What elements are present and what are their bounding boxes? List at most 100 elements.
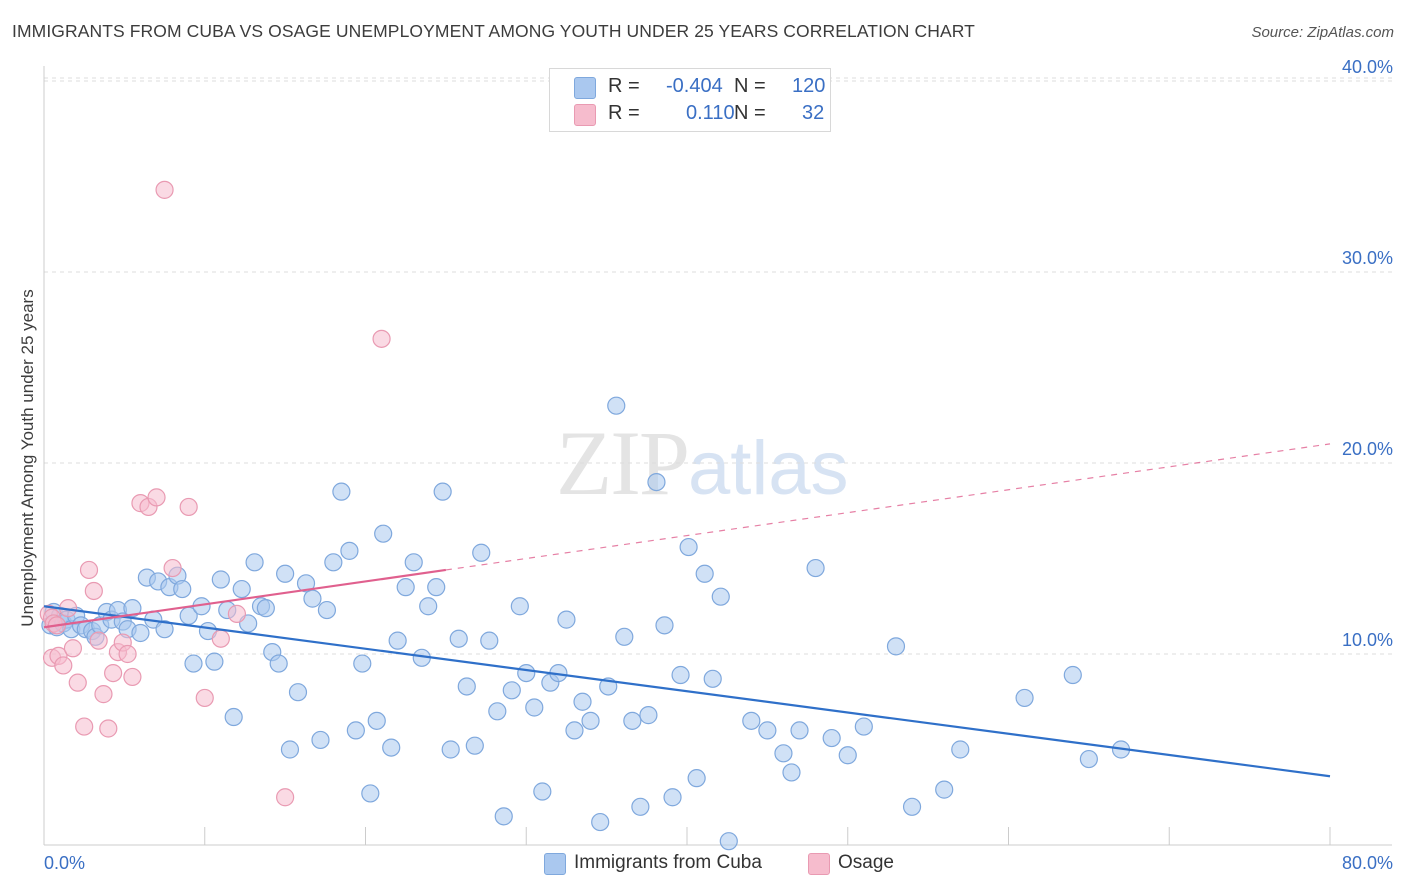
cuba-point bbox=[565, 721, 584, 740]
n-value-osage: 32 bbox=[802, 102, 825, 124]
cuba-point bbox=[311, 730, 330, 750]
cuba-point bbox=[332, 482, 351, 501]
cuba-point bbox=[951, 740, 970, 759]
cuba-point bbox=[211, 570, 230, 589]
cuba-point bbox=[1015, 688, 1034, 708]
legend-label-cuba: Immigrants from Cuba bbox=[574, 852, 762, 873]
cuba-point bbox=[494, 807, 513, 826]
cuba-point bbox=[388, 631, 407, 650]
cuba-point bbox=[679, 537, 698, 557]
osage-swatch bbox=[574, 104, 596, 126]
osage-point bbox=[155, 180, 174, 199]
cuba-point bbox=[288, 683, 308, 702]
y-tick-label: 10.0% bbox=[1342, 630, 1393, 650]
cuba-point bbox=[205, 652, 224, 671]
cuba-point bbox=[155, 620, 174, 639]
cuba-point bbox=[581, 711, 600, 730]
osage-point bbox=[118, 644, 137, 664]
stats-legend: R = -0.404 N = 120 R = 0.110 N = 32 bbox=[549, 68, 831, 132]
cuba-point bbox=[488, 702, 507, 721]
osage-point bbox=[99, 719, 118, 738]
cuba-point bbox=[742, 711, 761, 730]
cuba-point bbox=[280, 740, 300, 759]
cuba-point bbox=[382, 738, 401, 757]
cuba-point bbox=[404, 553, 423, 572]
y-tick-label: 40.0% bbox=[1342, 57, 1393, 77]
osage-trend-line-dashed bbox=[445, 443, 1331, 571]
r-label: R = bbox=[608, 102, 640, 124]
cuba-point bbox=[1079, 749, 1098, 769]
cuba-point bbox=[361, 784, 380, 803]
osage-point bbox=[63, 639, 83, 658]
cuba-point bbox=[935, 780, 954, 799]
cuba-point bbox=[671, 665, 690, 685]
osage-point bbox=[84, 581, 103, 601]
cuba-point bbox=[173, 579, 192, 599]
cuba-point bbox=[615, 627, 634, 646]
n-label: N = bbox=[734, 102, 766, 124]
cuba-point bbox=[886, 637, 906, 656]
cuba-point bbox=[790, 721, 809, 740]
cuba-swatch bbox=[574, 77, 596, 99]
cuba-point bbox=[758, 721, 777, 740]
y-axis-label: Unemployment Among Youth under 25 years bbox=[18, 289, 37, 627]
cuba-point bbox=[224, 707, 243, 727]
cuba-point bbox=[374, 524, 393, 543]
legend-label-osage: Osage bbox=[838, 852, 894, 873]
osage-point bbox=[372, 329, 391, 348]
osage-point bbox=[75, 717, 94, 736]
cuba-point bbox=[232, 579, 251, 599]
n-value-cuba: 120 bbox=[792, 75, 826, 97]
cuba-point bbox=[449, 629, 468, 648]
cuba-point bbox=[774, 744, 793, 763]
osage-point bbox=[147, 488, 166, 507]
cuba-point bbox=[902, 797, 922, 816]
osage-point bbox=[54, 656, 73, 675]
cuba-point bbox=[663, 788, 682, 807]
cuba-trend-line bbox=[43, 605, 1331, 778]
osage-trend-line-solid bbox=[43, 568, 447, 629]
cuba-point bbox=[433, 482, 452, 501]
cuba-point bbox=[480, 631, 499, 650]
cuba-point bbox=[346, 721, 365, 740]
watermark: ZIPatlas bbox=[556, 410, 849, 516]
cuba-point bbox=[123, 599, 142, 618]
cuba-point bbox=[465, 736, 484, 755]
cuba-point bbox=[607, 396, 626, 415]
cuba-point bbox=[184, 654, 203, 673]
cuba-legend-swatch bbox=[544, 853, 566, 875]
cuba-point bbox=[525, 698, 544, 717]
cuba-point bbox=[854, 717, 873, 736]
r-value-cuba: -0.404 bbox=[666, 75, 723, 97]
cuba-point bbox=[396, 578, 415, 597]
r-value-osage: 0.110 bbox=[686, 102, 735, 124]
cuba-point bbox=[647, 473, 666, 492]
cuba-point bbox=[517, 663, 536, 683]
cuba-point bbox=[822, 728, 841, 748]
cuba-point bbox=[806, 558, 825, 578]
osage-point bbox=[94, 685, 113, 704]
cuba-point bbox=[703, 669, 722, 688]
cuba-point bbox=[838, 746, 857, 765]
osage-point bbox=[104, 663, 123, 683]
cuba-point bbox=[502, 681, 521, 700]
cuba-point bbox=[419, 597, 438, 616]
osage-point bbox=[276, 788, 295, 807]
cuba-point bbox=[639, 706, 658, 725]
cuba-point bbox=[719, 832, 738, 851]
cuba-point bbox=[533, 782, 552, 801]
y-tick-label: 30.0% bbox=[1342, 248, 1393, 268]
cuba-point bbox=[1063, 665, 1082, 685]
osage-point bbox=[79, 560, 99, 580]
osage-point bbox=[195, 688, 214, 708]
cuba-point bbox=[324, 553, 343, 572]
x-tick-label: 0.0% bbox=[44, 853, 85, 873]
cuba-point bbox=[441, 740, 460, 759]
cuba-point bbox=[457, 677, 476, 696]
chart-title: IMMIGRANTS FROM CUBA VS OSAGE UNEMPLOYME… bbox=[12, 21, 975, 41]
cuba-point bbox=[711, 587, 730, 606]
y-tick-label: 20.0% bbox=[1342, 439, 1393, 459]
cuba-point bbox=[245, 553, 264, 572]
osage-point bbox=[179, 497, 198, 517]
